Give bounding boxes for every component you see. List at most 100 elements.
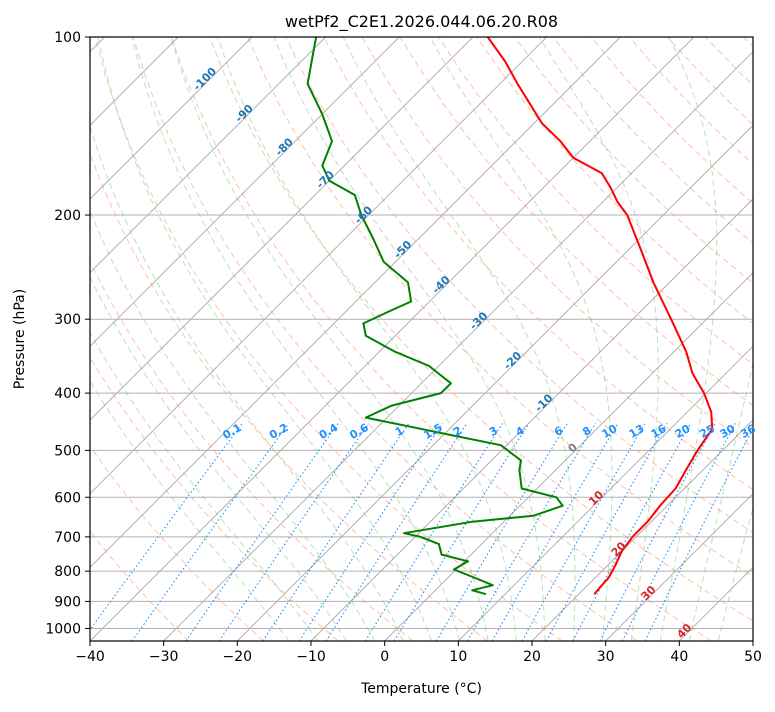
y-tick-label: 200 (54, 208, 81, 224)
mixing-ratio-label: 0.2 (267, 421, 290, 442)
isotherm-label: -90 (233, 102, 256, 125)
x-tick-label: 30 (597, 649, 615, 665)
x-tick-label: −30 (149, 649, 179, 665)
mixing-ratio-line (645, 423, 756, 641)
moist-adiabat (20, 37, 347, 641)
isotherm-line (0, 37, 252, 641)
mixing-ratio-label: 1.5 (421, 421, 444, 442)
dry-adiabat (0, 37, 338, 641)
y-tick-label: 600 (54, 490, 81, 506)
isotherm-line (532, 37, 775, 641)
mixing-ratio-label: 20 (673, 422, 693, 441)
isotherm-label: -60 (352, 203, 375, 226)
mixing-ratio-line (492, 423, 618, 641)
mixing-ratio-line (573, 423, 691, 641)
dry-adiabat (0, 37, 264, 641)
mixing-ratio-label: 16 (649, 422, 669, 441)
moist-adiabat (69, 37, 403, 641)
y-tick-label: 1000 (45, 621, 81, 637)
mixing-ratio-line (622, 423, 735, 641)
moist-adiabat (718, 37, 775, 641)
moist-adiabat (0, 37, 318, 641)
dry-adiabat (57, 37, 488, 641)
dry-adiabat (438, 37, 775, 641)
isotherm-line (16, 37, 620, 641)
mixing-ratio-line (263, 423, 409, 641)
plot-frame (90, 37, 753, 641)
isotherm-line (0, 37, 326, 641)
y-tick-label: 500 (54, 443, 81, 459)
isotherm-label: -20 (501, 349, 524, 372)
x-tick-label: −20 (223, 649, 253, 665)
y-tick-label: 900 (54, 594, 81, 610)
x-tick-label: 40 (670, 649, 688, 665)
isotherm-line (679, 37, 775, 641)
mixing-ratio-label: 36 (738, 422, 758, 441)
x-tick-label: 20 (523, 649, 541, 665)
mixing-ratio-label: 8 (580, 424, 593, 439)
isotherm-label: 10 (586, 488, 606, 508)
isotherm-line (311, 37, 775, 641)
mixing-ratio-line (186, 423, 338, 641)
dry-adiabat (706, 37, 775, 641)
x-tick-label: 0 (380, 649, 389, 665)
x-axis-label: Temperature (°C) (360, 681, 482, 697)
y-axis-label: Pressure (hPa) (12, 289, 28, 389)
mixing-ratio-label: 3 (487, 424, 500, 439)
dry-adiabat (667, 37, 775, 641)
y-tick-label: 800 (54, 564, 81, 580)
isotherm-label: 20 (609, 539, 629, 559)
isotherm-line (753, 37, 775, 641)
dry-adiabat (744, 37, 775, 641)
moist-adiabat (218, 37, 517, 641)
moist-adiabat (274, 37, 545, 641)
x-tick-label: −10 (296, 649, 326, 665)
x-tick-label: 50 (744, 649, 762, 665)
moist-adiabat (430, 37, 612, 641)
y-tick-label: 100 (54, 30, 81, 46)
dry-adiabat (515, 37, 775, 641)
mixing-ratio-label: 0.1 (221, 421, 244, 442)
moist-adiabat (660, 37, 717, 641)
isotherm-label: -10 (532, 391, 555, 414)
mixing-ratio-line (132, 423, 289, 641)
mixing-ratio-line (82, 423, 243, 641)
isotherm-label: -100 (191, 65, 220, 94)
moist-adiabat (43, 37, 375, 641)
moist-adiabat (0, 37, 289, 641)
dry-adiabat (19, 37, 413, 641)
isotherm-label: -80 (273, 135, 296, 158)
isotherm-label: -40 (430, 273, 453, 296)
temperature-profile (488, 37, 713, 594)
mixing-ratio-line (600, 423, 715, 641)
dry-adiabat (133, 37, 637, 641)
x-tick-label: 10 (449, 649, 467, 665)
dewpoint-profile (308, 37, 563, 594)
mixing-ratio-line (299, 423, 442, 641)
isotherm-line (385, 37, 775, 641)
mixing-ratio-label: 6 (552, 424, 565, 439)
moist-adiabat (343, 37, 575, 641)
dry-adiabat (95, 37, 562, 641)
isotherm-label: 40 (674, 621, 694, 641)
mixing-ratio-line (468, 423, 596, 641)
isotherm-label: 30 (639, 583, 659, 603)
dry-adiabat (0, 37, 189, 641)
isotherm-line (0, 37, 399, 641)
isotherm-label: -70 (314, 168, 337, 191)
chart-title: wetPf2_C2E1.2026.044.06.20.R08 (285, 12, 558, 32)
y-tick-label: 700 (54, 530, 81, 546)
mixing-ratio-line (365, 423, 502, 641)
mixing-ratio-label: 13 (627, 422, 647, 441)
y-tick-label: 300 (54, 312, 81, 328)
mixing-ratio-line (436, 423, 567, 641)
moist-adiabat (539, 37, 658, 641)
isotherm-label: -30 (467, 309, 490, 332)
isotherm-label: -50 (391, 238, 414, 261)
mixing-ratio-label: 0.4 (317, 421, 341, 442)
mixing-ratio-line (326, 423, 467, 641)
moist-adiabat (689, 37, 775, 641)
y-tick-label: 400 (54, 386, 81, 402)
